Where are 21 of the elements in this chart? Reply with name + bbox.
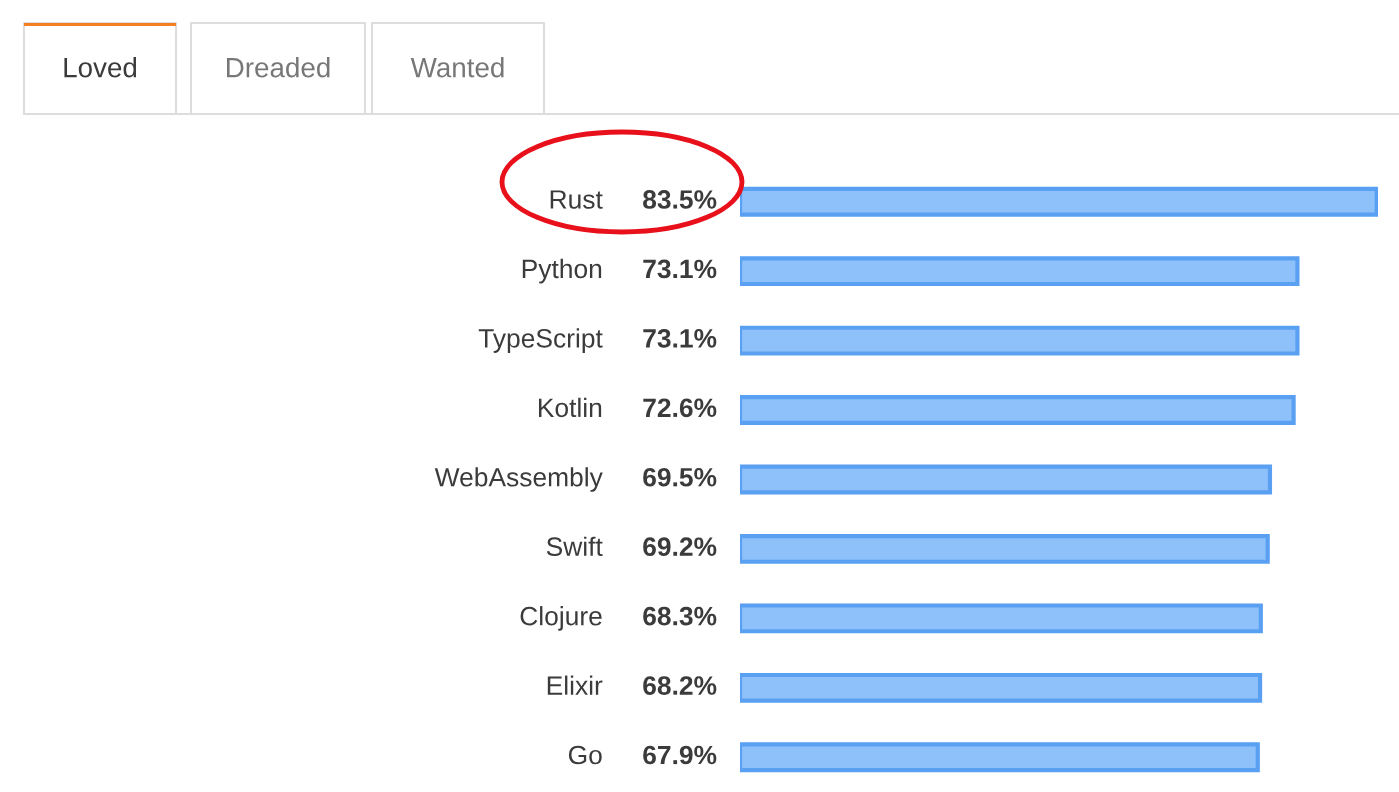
data-label: 72.6% bbox=[643, 398, 717, 418]
text: Wanted bbox=[410, 57, 504, 78]
y-tick-label: Swift bbox=[546, 536, 603, 557]
data-label: 73.1% bbox=[643, 329, 717, 348]
y-tick-label: Clojure bbox=[520, 606, 602, 631]
data-label: 69.2% bbox=[643, 537, 717, 557]
y-tick-label: Python bbox=[522, 258, 602, 284]
data-label: 69.5% bbox=[643, 467, 717, 487]
y-tick-label: Go bbox=[568, 745, 602, 765]
y-tick-label: Kotlin bbox=[538, 397, 602, 418]
data-label: 68.3% bbox=[643, 606, 717, 626]
text: Loved bbox=[64, 57, 137, 78]
data-label: 83.5% bbox=[643, 190, 717, 209]
y-tick-label: WebAssembly bbox=[434, 467, 603, 492]
data-label: 68.2% bbox=[643, 676, 717, 695]
y-tick-label: TypeScript bbox=[478, 328, 603, 353]
y-tick-label: Elixir bbox=[547, 675, 603, 695]
data-label: 73.1% bbox=[643, 259, 717, 279]
data-label: 67.9% bbox=[643, 745, 717, 765]
y-tick-label: Rust bbox=[550, 190, 603, 209]
text: Dreaded bbox=[227, 57, 330, 78]
